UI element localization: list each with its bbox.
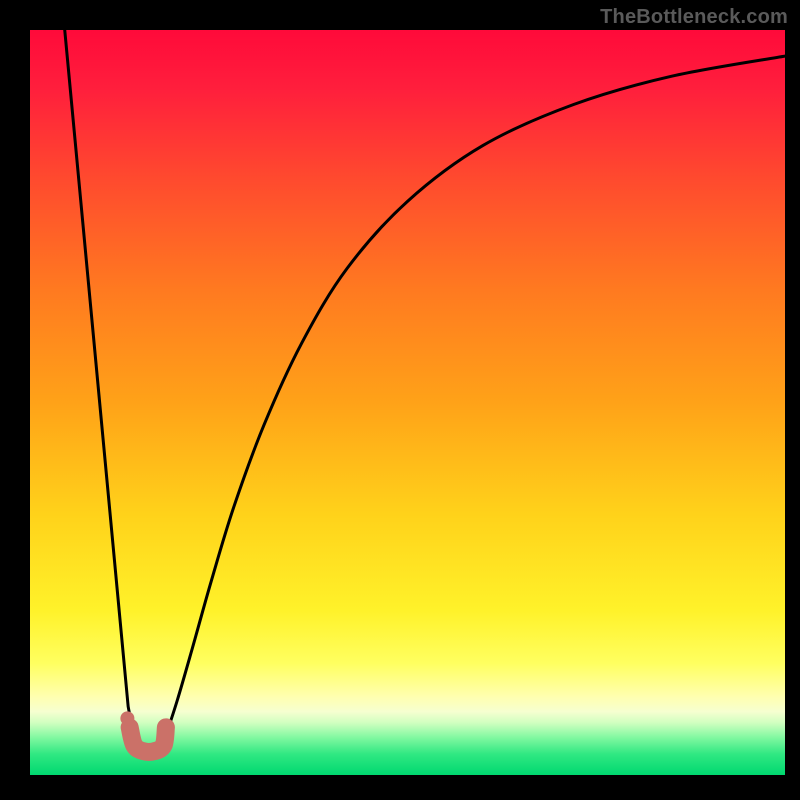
plot-frame [30,30,785,775]
optimal-range-marker [130,727,166,752]
watermark-text: TheBottleneck.com [600,6,788,29]
marker-layer [30,30,785,775]
chart-container: TheBottleneck.com [0,0,800,800]
optimal-point-dot [120,711,134,725]
